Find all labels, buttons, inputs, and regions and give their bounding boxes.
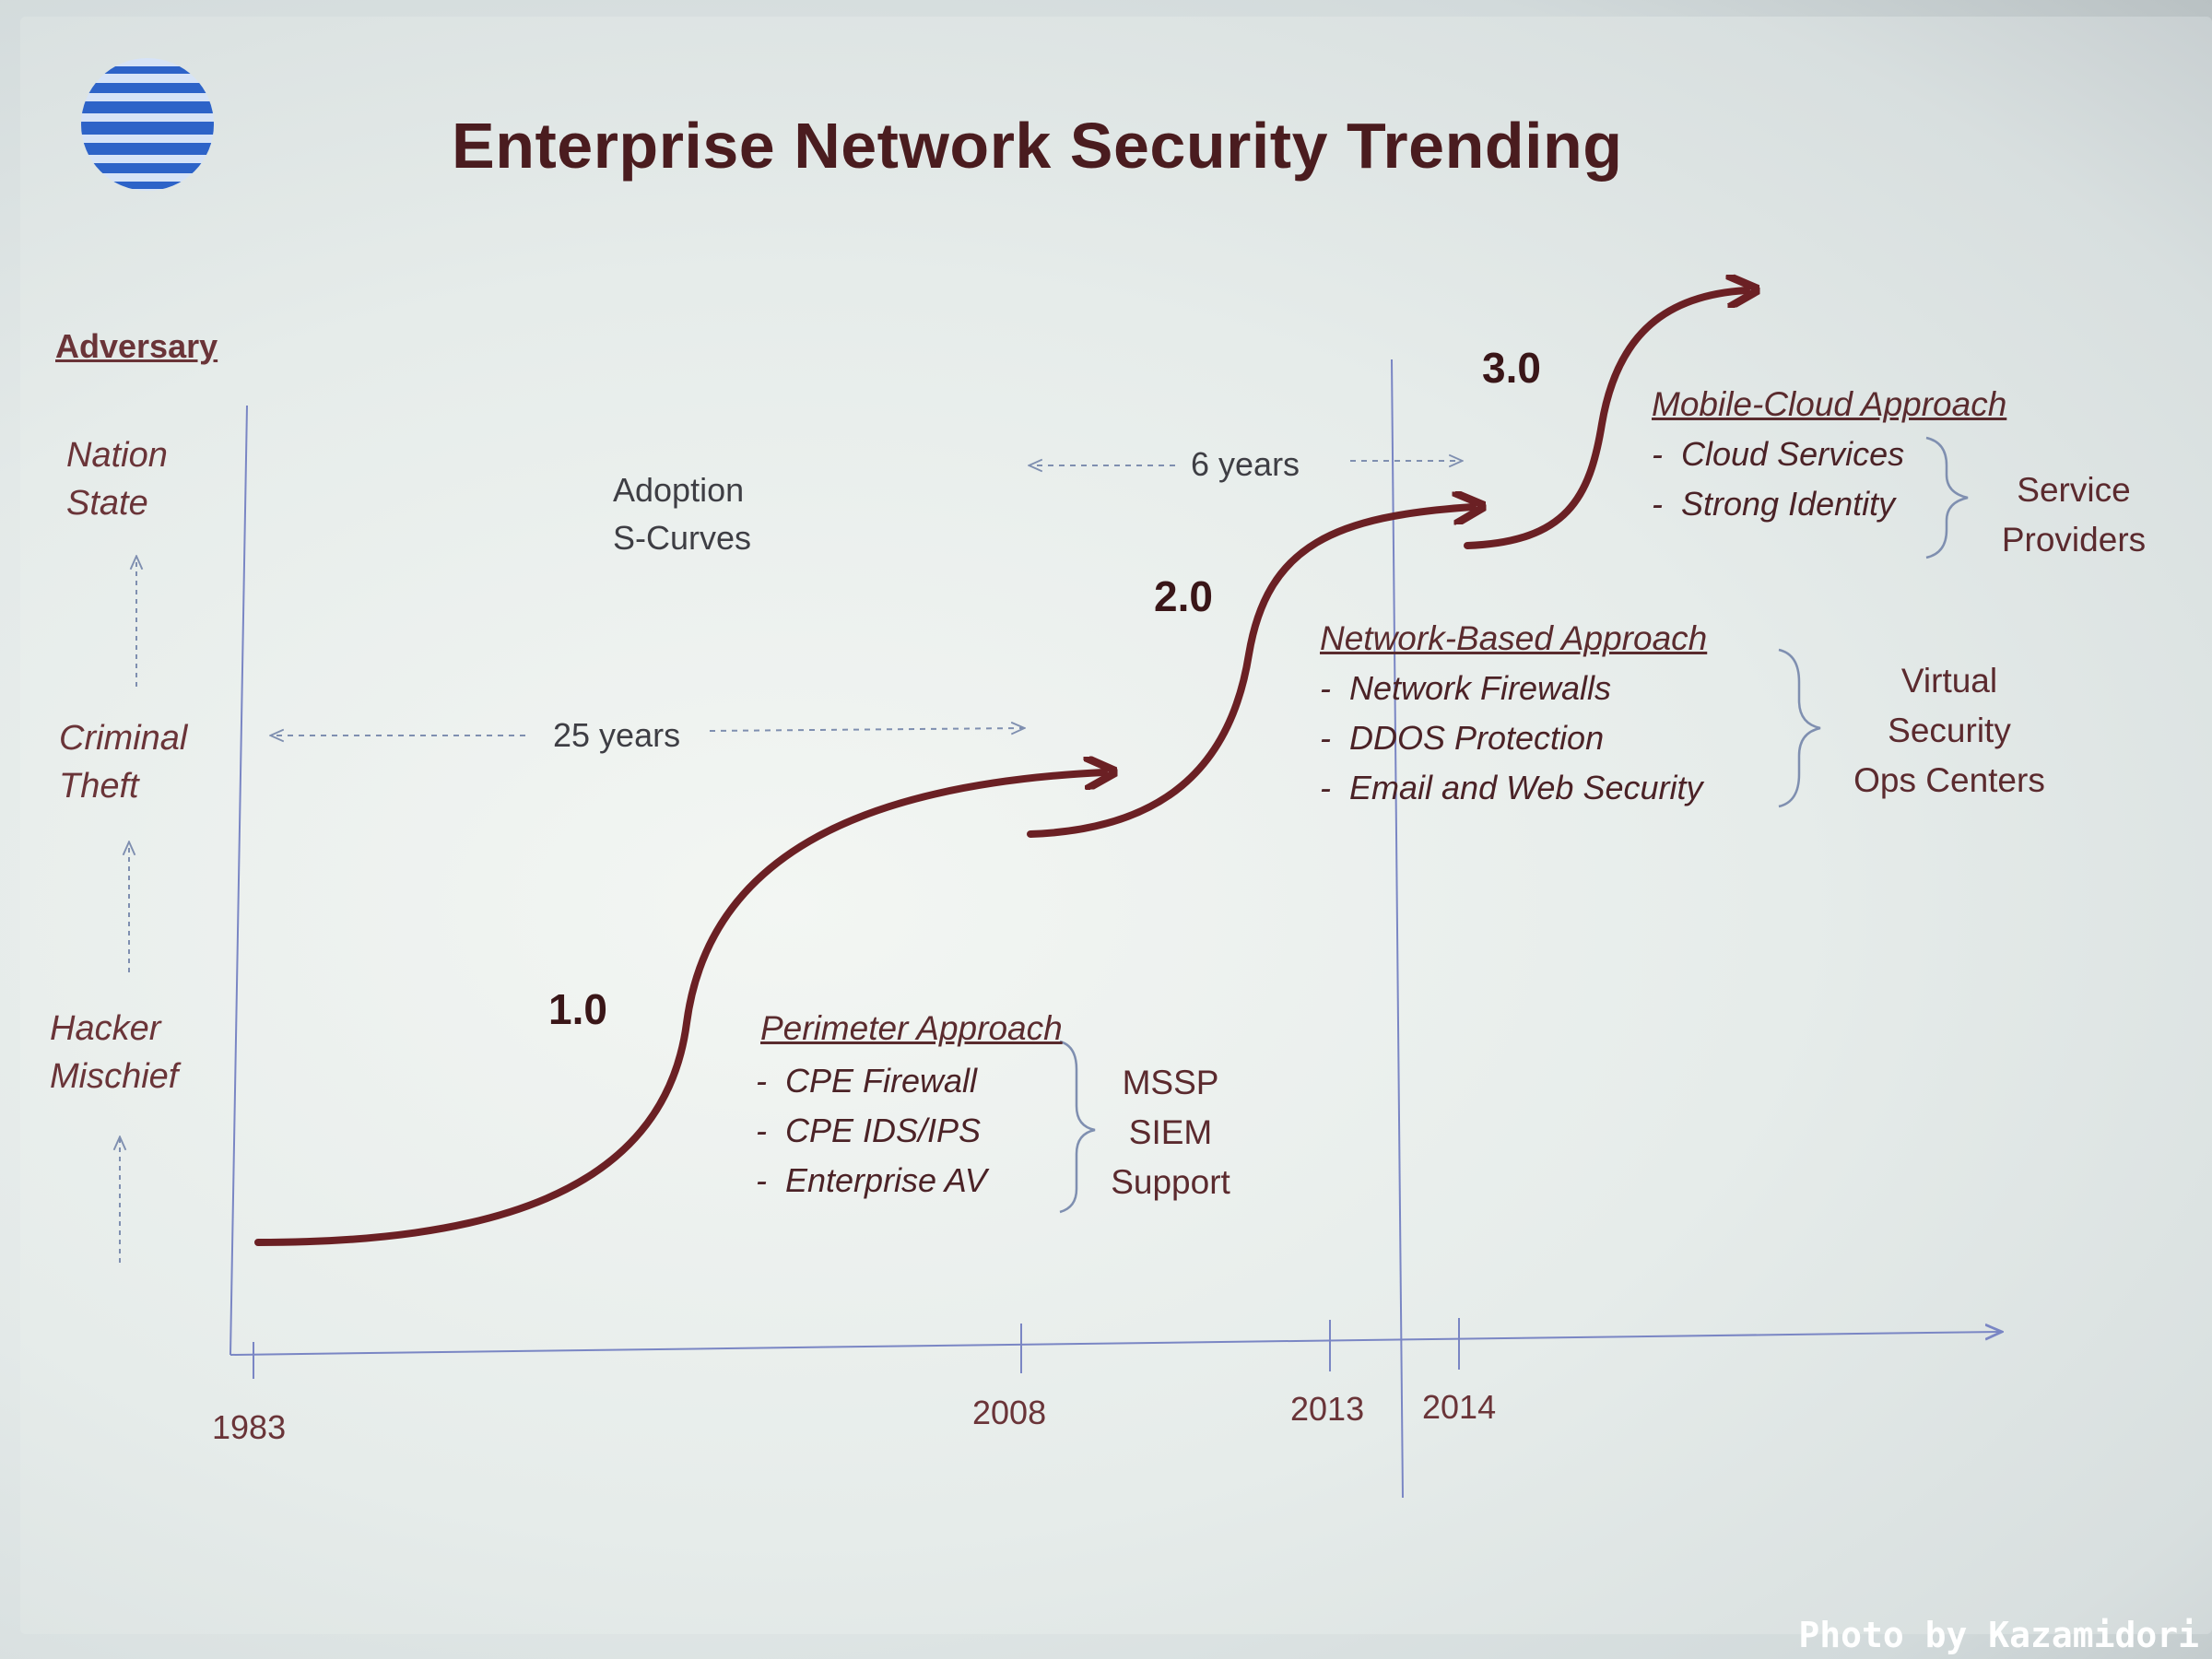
cloud-providers: Service Providers xyxy=(2001,471,2147,559)
list-item: - CPE IDS/IPS xyxy=(756,1112,982,1149)
year-2008: 2008 xyxy=(972,1394,1047,1431)
s-curve-2 xyxy=(1027,507,1473,838)
s-curve-1 xyxy=(254,772,1104,1246)
x-axis xyxy=(229,1332,2000,1356)
list-item: - CPE Firewall xyxy=(756,1062,978,1100)
adoption-s-curves-label: Adoption S-Curves xyxy=(613,471,752,557)
adversary-hacker-mischief: Hacker Mischief xyxy=(50,1009,179,1096)
perimeter-providers: MSSP SIEM Support xyxy=(1111,1064,1230,1201)
braces xyxy=(1059,436,1969,1214)
divider-line xyxy=(1391,359,1404,1499)
list-item: - Enterprise AV xyxy=(756,1161,987,1199)
s-curve-3 xyxy=(1464,290,1747,549)
list-item: - DDOS Protection xyxy=(1320,719,1605,757)
version-1-label: 1.0 xyxy=(548,985,607,1033)
list-item: - Strong Identity xyxy=(1652,485,1896,523)
s-curves xyxy=(254,290,1747,1246)
year-1983: 1983 xyxy=(212,1408,287,1446)
adversary-heading: Adversary xyxy=(55,327,218,365)
photo-credit: Photo by Kazamidori xyxy=(1798,1615,2199,1655)
year-2014: 2014 xyxy=(1422,1388,1497,1426)
adversary-criminal-theft: Criminal Theft xyxy=(59,719,188,806)
span-25-years-label: 25 years xyxy=(553,716,681,754)
y-axis xyxy=(229,405,248,1356)
cloud-approach-list: - Cloud Services - Strong Identity xyxy=(1652,429,1904,529)
x-axis-ticks xyxy=(253,1318,1460,1379)
network-approach-list: - Network Firewalls - DDOS Protection - … xyxy=(1320,664,1703,813)
list-item: - Network Firewalls xyxy=(1320,669,1612,707)
list-item: - Cloud Services xyxy=(1652,435,1905,473)
span-6-years-label: 6 years xyxy=(1191,445,1300,483)
cloud-approach-heading: Mobile-Cloud Approach xyxy=(1652,385,2007,423)
adversary-arrows xyxy=(120,558,136,1263)
year-2013: 2013 xyxy=(1290,1390,1365,1428)
span-6-years xyxy=(1030,461,1461,465)
list-item: - Email and Web Security xyxy=(1320,769,1703,806)
version-3-label: 3.0 xyxy=(1482,344,1541,392)
perimeter-approach-list: - CPE Firewall - CPE IDS/IPS - Enterpris… xyxy=(756,1056,987,1206)
perimeter-approach-heading: Perimeter Approach xyxy=(760,1009,1063,1047)
network-approach-heading: Network-Based Approach xyxy=(1320,619,1708,657)
slide-title: Enterprise Network Security Trending xyxy=(452,110,1623,182)
slide xyxy=(20,17,2212,1634)
globe-logo-icon xyxy=(81,58,214,191)
brace-network xyxy=(1778,648,1821,808)
adversary-nation-state: Nation State xyxy=(66,436,168,523)
brace-perimeter xyxy=(1059,1040,1096,1214)
version-2-label: 2.0 xyxy=(1154,572,1213,620)
brace-cloud xyxy=(1925,436,1969,559)
span-25-years xyxy=(272,728,1023,735)
network-providers: Virtual Security Ops Centers xyxy=(1853,662,2045,799)
